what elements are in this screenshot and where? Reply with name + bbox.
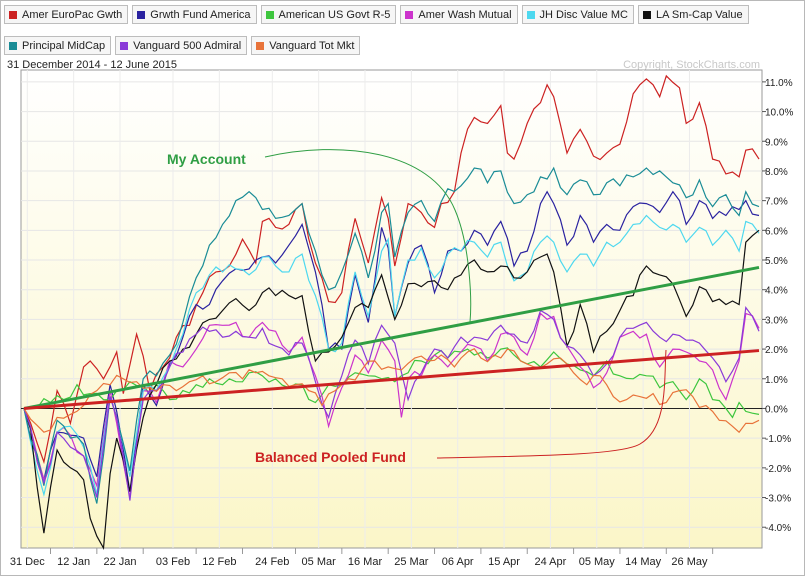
- balanced-pooled-fund-arrow: [436, 349, 667, 459]
- y-tick-label: -4.0%: [765, 523, 791, 534]
- annotation-layer: My Account Balanced Pooled Fund: [167, 149, 667, 465]
- x-tick-label: 12 Jan: [57, 556, 90, 568]
- x-tick-label: 25 Mar: [394, 556, 429, 568]
- legend-swatch: [405, 10, 414, 19]
- series-line-amer-wash-mutual: [23, 312, 760, 498]
- series-line-amer-europac-gwth: [23, 74, 760, 465]
- my-account-arrow: [264, 149, 472, 323]
- legend-swatch: [265, 10, 274, 19]
- legend-label: Grwth Fund America: [150, 8, 251, 21]
- legend-swatch: [526, 10, 535, 19]
- series-line-vanguard-tot-mkt: [23, 348, 760, 434]
- y-tick-label: 5.0%: [765, 256, 788, 267]
- y-tick-label: -2.0%: [765, 464, 791, 475]
- grid: [21, 70, 762, 548]
- y-tick-label: 3.0%: [765, 315, 788, 326]
- legend-item-la-sm-cap-value[interactable]: LA Sm-Cap Value: [637, 5, 749, 24]
- y-tick-label: 0.0%: [765, 404, 788, 415]
- legend-item-principal-midcap[interactable]: Principal MidCap: [4, 36, 112, 55]
- legend-swatch: [137, 10, 146, 19]
- legend-swatch: [256, 41, 265, 50]
- y-tick-label: 2.0%: [765, 345, 788, 356]
- legend-swatch: [120, 41, 129, 50]
- x-tick-label: 22 Jan: [103, 556, 136, 568]
- x-tick-label: 14 May: [625, 556, 662, 568]
- y-tick-label: -3.0%: [765, 494, 791, 505]
- legend-row-1: Amer EuroPac Gwth Grwth Fund America Ame…: [4, 5, 749, 24]
- annotation-balanced-pooled-fund: Balanced Pooled Fund: [255, 449, 406, 465]
- x-tick-label: 03 Feb: [156, 556, 190, 568]
- x-tick-label: 06 Apr: [442, 556, 474, 568]
- x-tick-label: 24 Feb: [255, 556, 289, 568]
- legend-swatch: [642, 10, 651, 19]
- trend-layer: [23, 265, 760, 410]
- series-line-la-sm-cap-value: [23, 229, 760, 550]
- copyright-label: Copyright, StockCharts.com: [623, 59, 760, 71]
- legend-label: Vanguard Tot Mkt: [269, 39, 355, 52]
- legend-swatch: [9, 41, 17, 50]
- legend-label: Amer EuroPac Gwth: [22, 8, 123, 21]
- y-tick-label: 4.0%: [765, 286, 788, 297]
- legend-label: Vanguard 500 Admiral: [133, 39, 242, 52]
- x-tick-label: 05 May: [579, 556, 616, 568]
- legend-item-amer-wash-mutual[interactable]: Amer Wash Mutual: [400, 5, 518, 24]
- series-line-principal-midcap: [23, 166, 760, 504]
- x-axis: 31 Dec 12 Jan 22 Jan 03 Feb 12 Feb 24 Feb 05 M…: [10, 548, 714, 568]
- y-tick-label: 11.0%: [765, 78, 793, 89]
- legend-label: American US Govt R-5: [278, 8, 391, 21]
- x-tick-label: 12 Feb: [202, 556, 236, 568]
- y-tick-label: 8.0%: [765, 167, 788, 178]
- y-axis: -4.0% -3.0% -2.0% -1.0% 0.0% 1.0% 2.0% 3.0% 4.0%…: [762, 78, 793, 534]
- y-tick-label: 1.0%: [765, 375, 788, 386]
- x-tick-label: 31 Dec: [10, 556, 45, 568]
- legend-label: Principal MidCap: [22, 39, 106, 52]
- legend-row-2: Principal MidCap Vanguard 500 Admiral Va…: [4, 36, 361, 55]
- y-tick-label: 7.0%: [765, 197, 788, 208]
- legend-item-amer-europac-gwth[interactable]: Amer EuroPac Gwth: [4, 5, 129, 24]
- legend-swatch: [9, 10, 17, 19]
- legend-label: Amer Wash Mutual: [418, 8, 512, 21]
- legend-item-american-us-govt-r5[interactable]: American US Govt R-5: [260, 5, 397, 24]
- y-tick-label: 9.0%: [765, 137, 788, 148]
- y-tick-label: 10.0%: [765, 108, 793, 119]
- x-tick-label: 05 Mar: [302, 556, 337, 568]
- legend-item-vanguard-tot-mkt[interactable]: Vanguard Tot Mkt: [251, 36, 361, 55]
- x-tick-label: 16 Mar: [348, 556, 383, 568]
- y-tick-label: -1.0%: [765, 434, 791, 445]
- legend-item-grwth-fund-america[interactable]: Grwth Fund America: [132, 5, 257, 24]
- x-tick-label: 24 Apr: [535, 556, 567, 568]
- date-range-label: 31 December 2014 - 12 June 2015: [7, 59, 178, 71]
- legend-label: JH Disc Value MC: [539, 8, 628, 21]
- legend-label: LA Sm-Cap Value: [655, 8, 743, 21]
- trend-line-my-account: [23, 265, 760, 410]
- legend-item-jh-disc-value-mc[interactable]: JH Disc Value MC: [521, 5, 634, 24]
- annotation-my-account: My Account: [167, 151, 246, 167]
- x-tick-label: 15 Apr: [488, 556, 520, 568]
- x-tick-label: 26 May: [671, 556, 708, 568]
- y-tick-label: 6.0%: [765, 226, 788, 237]
- trend-line-balanced-pooled-fund: [23, 349, 760, 410]
- legend-item-vanguard-500-admiral[interactable]: Vanguard 500 Admiral: [115, 36, 248, 55]
